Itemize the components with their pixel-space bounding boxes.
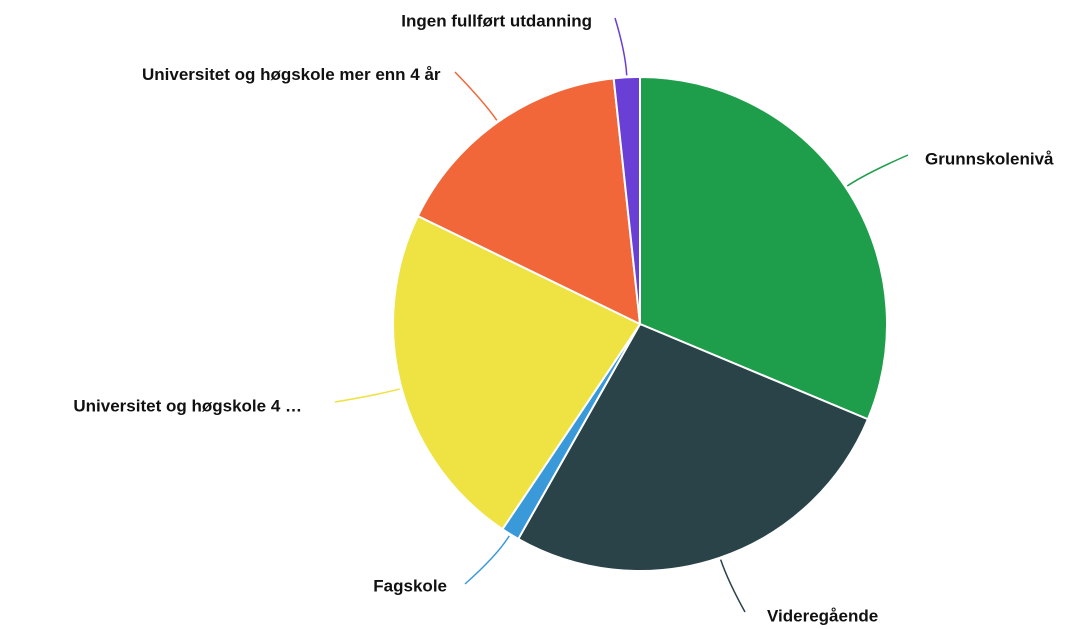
pie-slice [612,75,641,325]
leader-line [454,71,498,121]
slice-label: Videregående [767,606,878,625]
slice-label: Grunnskolenivå [925,149,1054,168]
leader-line [334,388,400,403]
leader-line [464,535,510,585]
slice-label: Universitet og høgskole mer enn 4 år [142,65,441,84]
pie-slice [416,77,642,326]
slice-label: Universitet og høgskole 4 … [73,396,302,415]
pie-slice [639,75,888,421]
leader-line [719,559,746,613]
slice-label: Ingen fullført utdanning [401,11,592,30]
slice-label: Fagskole [373,576,447,595]
leader-line [846,154,909,187]
leader-line [614,17,628,76]
